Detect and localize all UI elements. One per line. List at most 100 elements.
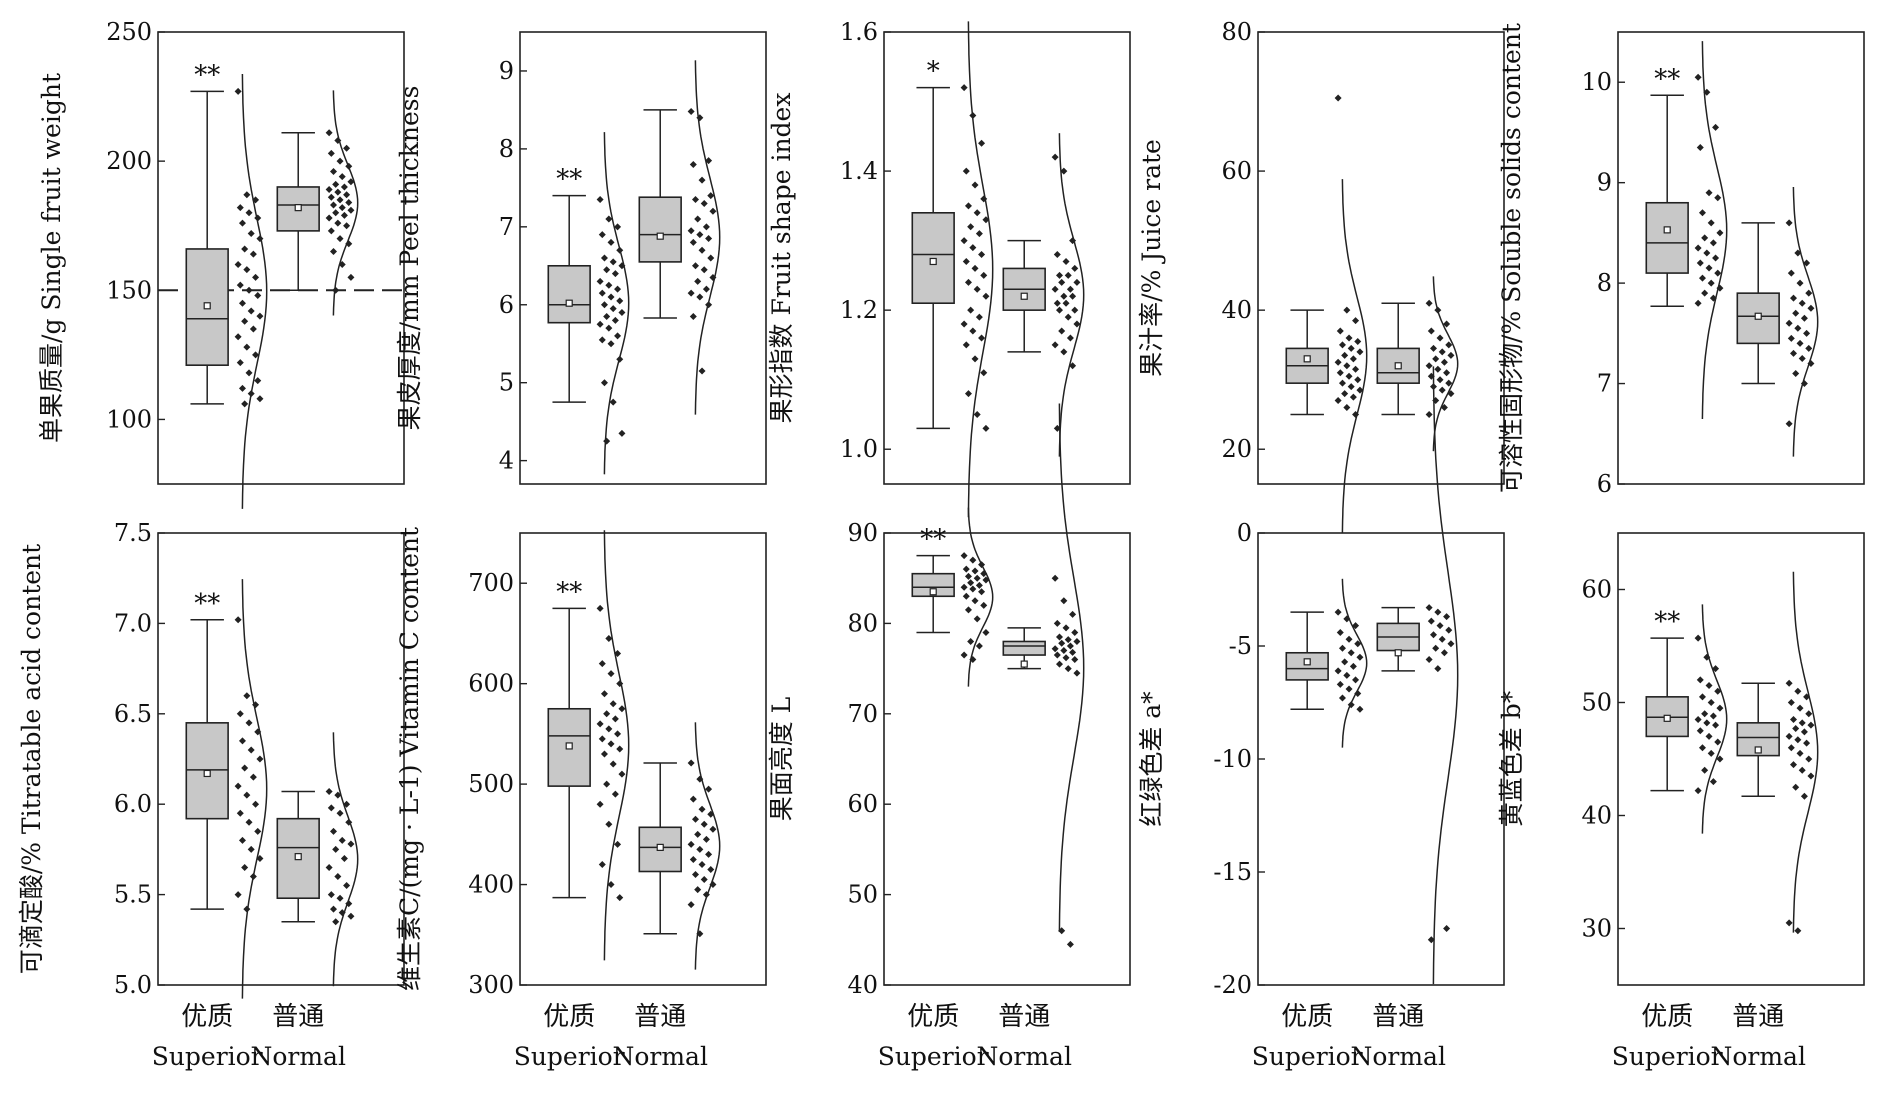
- data-point: [1785, 919, 1793, 927]
- y-axis-label: 果皮厚度/mm Peel thickness: [395, 86, 424, 431]
- data-point: [329, 905, 337, 913]
- data-point: [1701, 710, 1709, 718]
- data-point: [1341, 658, 1349, 666]
- data-point: [962, 167, 970, 175]
- chart-panel-6: 5.0 5.5 6.0 6.5 7.0 7.5 可滴定酸/% Titratable acid…: [17, 519, 405, 1071]
- data-point: [1356, 348, 1364, 356]
- data-point: [329, 167, 337, 175]
- panel-frame: [519, 532, 767, 986]
- data-point: [980, 271, 988, 279]
- data-point: [700, 820, 708, 828]
- y-tick-label: 40: [1221, 296, 1252, 324]
- data-point: [1714, 194, 1722, 202]
- data-point: [696, 231, 704, 239]
- density-curve: [967, 21, 994, 518]
- data-point: [1443, 320, 1451, 328]
- density-curve: [1432, 276, 1459, 452]
- data-point: [238, 836, 246, 844]
- data-point: [1694, 634, 1702, 642]
- data-point: [607, 881, 615, 889]
- data-point: [1058, 278, 1066, 286]
- data-point: [1427, 327, 1435, 335]
- data-point: [325, 863, 333, 871]
- data-point: [962, 257, 970, 265]
- data-point: [971, 567, 979, 575]
- data-point: [1349, 662, 1357, 670]
- mean-marker: [203, 769, 211, 778]
- y-tick-label: 8: [499, 135, 514, 163]
- data-point: [709, 207, 717, 215]
- y-tick-label: -20: [1213, 971, 1252, 999]
- y-tick-label: 9: [1597, 169, 1612, 197]
- data-point: [694, 215, 702, 223]
- data-point: [241, 317, 249, 325]
- data-point: [598, 336, 606, 344]
- data-point: [1443, 925, 1451, 932]
- x-category-sublabel: Superior: [152, 1042, 263, 1071]
- mean-marker: [1663, 714, 1671, 722]
- data-point: [1785, 319, 1793, 327]
- data-point: [245, 286, 253, 294]
- data-point: [241, 400, 249, 408]
- data-point: [971, 181, 979, 189]
- data-point: [325, 788, 333, 796]
- data-point: [247, 845, 255, 853]
- data-point: [1336, 680, 1344, 688]
- y-tick-label: 4: [499, 447, 514, 475]
- data-point: [343, 222, 351, 230]
- data-point: [247, 746, 255, 754]
- data-point: [1069, 610, 1077, 618]
- data-point: [1440, 649, 1448, 657]
- data-point: [1060, 292, 1068, 300]
- data-point: [1073, 637, 1081, 645]
- density-curve: [241, 579, 268, 999]
- data-point: [698, 176, 706, 184]
- data-point: [1343, 362, 1351, 370]
- data-point: [1796, 279, 1804, 287]
- data-point: [1714, 738, 1722, 746]
- y-tick-label: 80: [847, 609, 878, 637]
- data-point: [960, 651, 968, 659]
- mean-marker: [294, 853, 302, 861]
- mean-marker: [1020, 660, 1028, 668]
- data-point: [969, 244, 977, 252]
- data-point: [1347, 649, 1355, 657]
- y-tick-label: 400: [468, 871, 514, 899]
- data-point: [698, 805, 706, 813]
- data-point: [1354, 640, 1362, 648]
- data-point: [1789, 715, 1797, 723]
- data-point: [1800, 314, 1808, 322]
- density-curve: [1792, 186, 1819, 457]
- data-point: [338, 173, 346, 181]
- data-point: [962, 341, 970, 349]
- panel-frame: [1617, 532, 1865, 986]
- data-point: [614, 223, 622, 231]
- data-point: [1341, 351, 1349, 359]
- data-point: [1069, 648, 1077, 656]
- data-point: [1698, 209, 1706, 217]
- data-point: [1425, 299, 1433, 307]
- data-point: [1338, 644, 1346, 652]
- panel-frame: [883, 532, 1131, 986]
- mean-marker: [1303, 658, 1311, 666]
- data-point: [340, 854, 348, 862]
- data-point: [334, 873, 342, 881]
- data-point: [1334, 397, 1342, 405]
- data-point: [975, 581, 983, 589]
- data-point: [1798, 299, 1806, 307]
- data-point: [964, 606, 972, 614]
- y-tick-label: 1.4: [840, 157, 878, 185]
- data-point: [327, 227, 335, 235]
- data-point: [1352, 676, 1360, 684]
- data-point: [254, 377, 262, 385]
- y-tick-label: 1.6: [840, 18, 878, 46]
- data-point: [698, 367, 706, 375]
- data-point: [1694, 299, 1702, 307]
- y-axis-label: 果形指数 Fruit shape index: [767, 93, 796, 424]
- data-point: [1334, 94, 1342, 102]
- y-tick-label: -5: [1229, 632, 1252, 660]
- significance-label: **: [556, 577, 582, 607]
- data-point: [1334, 667, 1342, 675]
- data-point: [973, 615, 981, 623]
- data-point: [1805, 289, 1813, 297]
